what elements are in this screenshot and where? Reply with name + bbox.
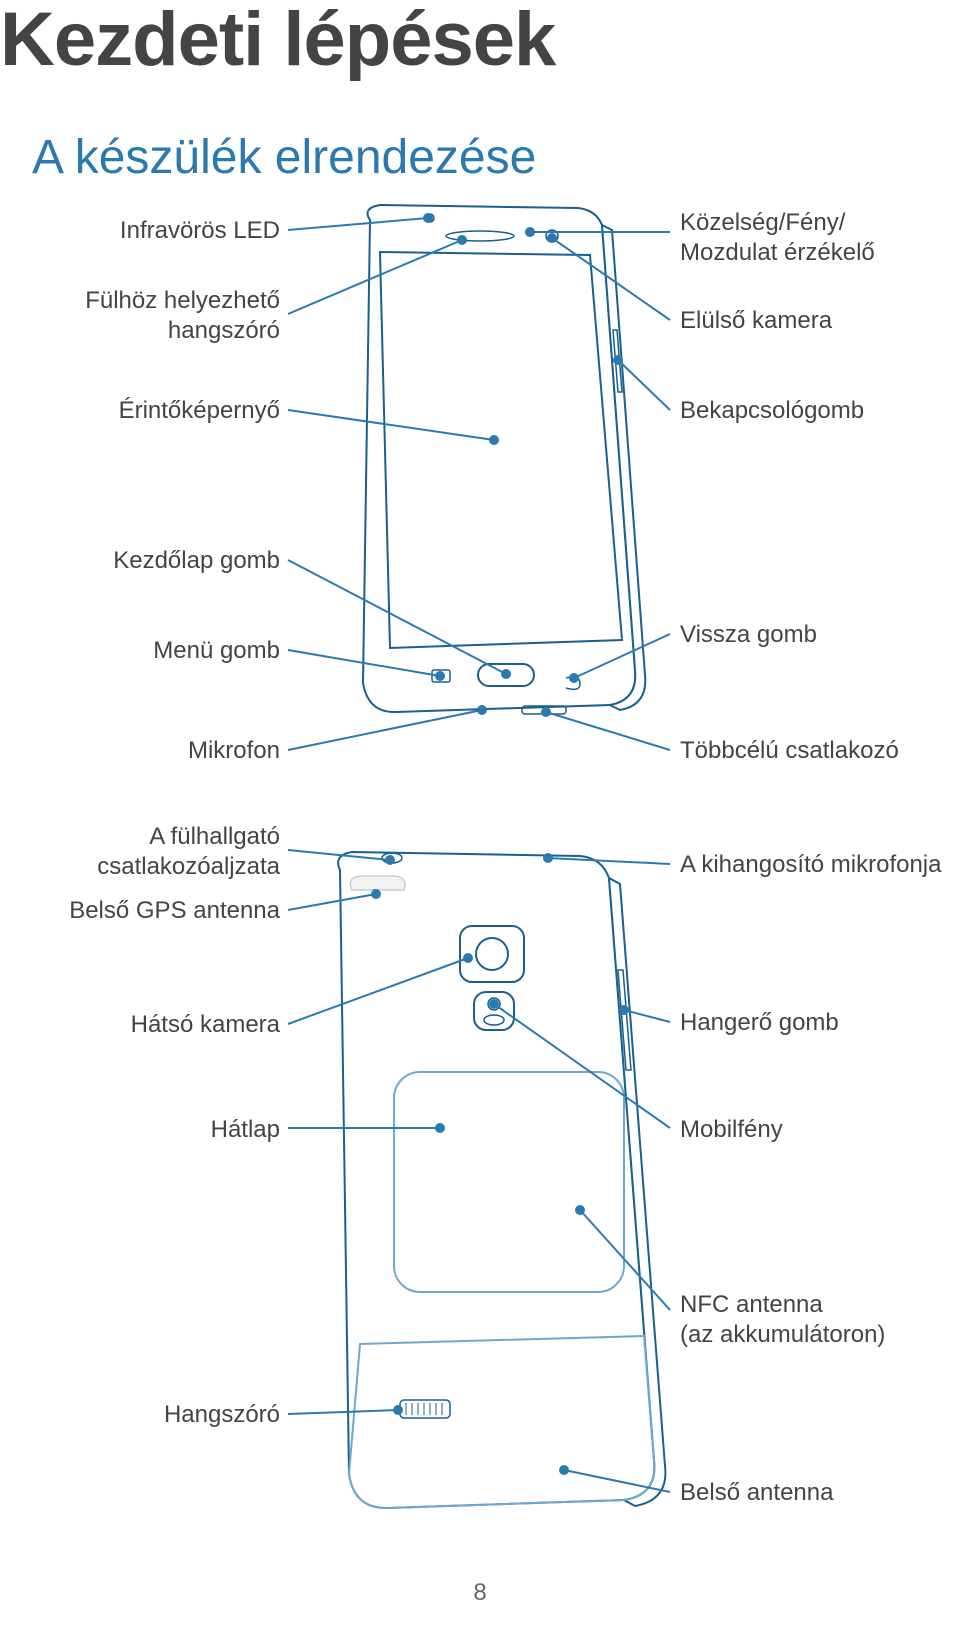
front-screen: [380, 252, 622, 648]
phone-front: [363, 205, 645, 714]
phone-diagram-svg: [0, 0, 960, 1625]
page-container: Kezdeti lépések A készülék elrendezése I…: [0, 0, 960, 1625]
page-number: 8: [0, 1579, 960, 1607]
gps-region: [350, 876, 405, 890]
